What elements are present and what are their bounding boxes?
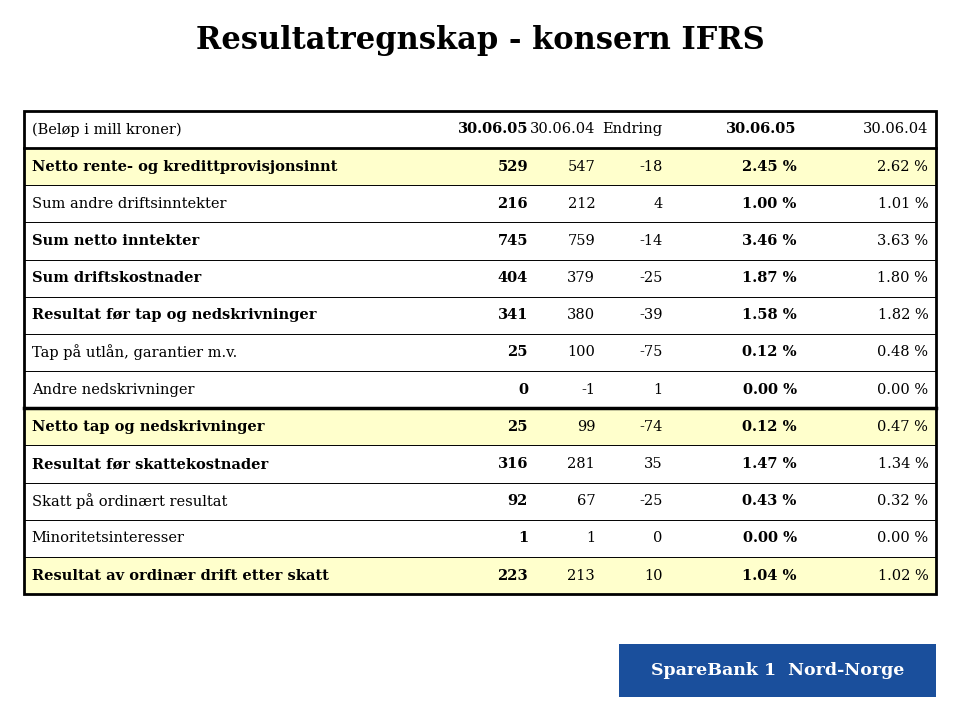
Text: Skatt på ordinært resultat: Skatt på ordinært resultat — [32, 493, 228, 509]
Text: Minoritetsinteresser: Minoritetsinteresser — [32, 531, 184, 546]
Bar — [24, 408, 936, 445]
Text: 30.06.04: 30.06.04 — [863, 122, 928, 137]
Text: 1: 1 — [586, 531, 595, 546]
Text: -1: -1 — [581, 383, 595, 397]
Text: -74: -74 — [639, 420, 662, 434]
Text: -39: -39 — [639, 308, 662, 322]
Text: 1.34 %: 1.34 % — [877, 457, 928, 471]
Text: -75: -75 — [639, 345, 662, 360]
Text: 3.46 %: 3.46 % — [742, 234, 797, 248]
Text: 25: 25 — [508, 420, 528, 434]
Text: Netto rente- og kredittprovisjonsinnt: Netto rente- og kredittprovisjonsinnt — [32, 159, 337, 174]
Text: 0.00 %: 0.00 % — [743, 383, 797, 397]
Bar — [24, 111, 936, 148]
Text: 3.63 %: 3.63 % — [877, 234, 928, 248]
Text: 0.12 %: 0.12 % — [742, 420, 797, 434]
Text: -14: -14 — [639, 234, 662, 248]
Bar — [24, 297, 936, 334]
Text: 379: 379 — [567, 271, 595, 285]
Text: 547: 547 — [567, 159, 595, 174]
Text: 1: 1 — [517, 531, 528, 546]
Text: 1: 1 — [653, 383, 662, 397]
Text: 2.62 %: 2.62 % — [877, 159, 928, 174]
Text: 25: 25 — [508, 345, 528, 360]
Text: 0: 0 — [518, 383, 528, 397]
Text: (Beløp i mill kroner): (Beløp i mill kroner) — [32, 122, 181, 137]
Text: 341: 341 — [497, 308, 528, 322]
Text: -25: -25 — [639, 271, 662, 285]
Bar — [24, 260, 936, 297]
Text: 0.48 %: 0.48 % — [877, 345, 928, 360]
Text: 1.01 %: 1.01 % — [877, 197, 928, 211]
Text: 529: 529 — [497, 159, 528, 174]
Text: 223: 223 — [497, 568, 528, 583]
Text: Endring: Endring — [602, 122, 662, 137]
Text: 2.45 %: 2.45 % — [742, 159, 797, 174]
Bar — [24, 483, 936, 520]
Bar — [24, 445, 936, 483]
Text: 1.04 %: 1.04 % — [742, 568, 797, 583]
Text: 0.12 %: 0.12 % — [742, 345, 797, 360]
Text: 0.32 %: 0.32 % — [877, 494, 928, 508]
Text: 213: 213 — [567, 568, 595, 583]
Text: Sum andre driftsinntekter: Sum andre driftsinntekter — [32, 197, 227, 211]
Text: SpareBank 1  Nord-Norge: SpareBank 1 Nord-Norge — [651, 662, 904, 679]
Bar — [24, 222, 936, 260]
Text: Andre nedskrivninger: Andre nedskrivninger — [32, 383, 194, 397]
Text: 0.00 %: 0.00 % — [877, 531, 928, 546]
Text: 404: 404 — [497, 271, 528, 285]
Text: 67: 67 — [577, 494, 595, 508]
Bar — [24, 520, 936, 557]
Text: 0: 0 — [653, 531, 662, 546]
Text: 30.06.04: 30.06.04 — [530, 122, 595, 137]
Text: 1.82 %: 1.82 % — [877, 308, 928, 322]
Text: 4: 4 — [653, 197, 662, 211]
Text: 30.06.05: 30.06.05 — [727, 122, 797, 137]
Text: -18: -18 — [639, 159, 662, 174]
Bar — [24, 334, 936, 371]
Bar — [619, 644, 936, 697]
Bar — [24, 148, 936, 185]
Text: 1.47 %: 1.47 % — [742, 457, 797, 471]
Text: Resultat av ordinær drift etter skatt: Resultat av ordinær drift etter skatt — [32, 568, 328, 583]
Text: 1.80 %: 1.80 % — [877, 271, 928, 285]
Bar — [24, 185, 936, 222]
Text: Netto tap og nedskrivninger: Netto tap og nedskrivninger — [32, 420, 264, 434]
Text: Resultatregnskap - konsern IFRS: Resultatregnskap - konsern IFRS — [196, 25, 764, 56]
Text: 281: 281 — [567, 457, 595, 471]
Text: 30.06.05: 30.06.05 — [458, 122, 528, 137]
Text: 216: 216 — [497, 197, 528, 211]
Text: 1.87 %: 1.87 % — [742, 271, 797, 285]
Text: 380: 380 — [567, 308, 595, 322]
Text: 1.00 %: 1.00 % — [742, 197, 797, 211]
Text: 35: 35 — [644, 457, 662, 471]
Text: 1.58 %: 1.58 % — [742, 308, 797, 322]
Text: 92: 92 — [508, 494, 528, 508]
Text: -25: -25 — [639, 494, 662, 508]
Text: 1.02 %: 1.02 % — [877, 568, 928, 583]
Bar — [24, 371, 936, 408]
Text: 99: 99 — [577, 420, 595, 434]
Text: 0.00 %: 0.00 % — [743, 531, 797, 546]
Text: Tap på utlån, garantier m.v.: Tap på utlån, garantier m.v. — [32, 345, 237, 360]
Text: 212: 212 — [567, 197, 595, 211]
Text: 10: 10 — [644, 568, 662, 583]
Text: 0.43 %: 0.43 % — [742, 494, 797, 508]
Text: Resultat før tap og nedskrivninger: Resultat før tap og nedskrivninger — [32, 308, 316, 322]
Text: Sum driftskostnader: Sum driftskostnader — [32, 271, 201, 285]
Text: 0.00 %: 0.00 % — [877, 383, 928, 397]
Text: 745: 745 — [497, 234, 528, 248]
Text: 0.47 %: 0.47 % — [877, 420, 928, 434]
Text: 759: 759 — [567, 234, 595, 248]
Text: 316: 316 — [497, 457, 528, 471]
Bar — [24, 557, 936, 594]
Text: Sum netto inntekter: Sum netto inntekter — [32, 234, 199, 248]
Text: 100: 100 — [567, 345, 595, 360]
Text: Resultat før skattekostnader: Resultat før skattekostnader — [32, 457, 268, 471]
